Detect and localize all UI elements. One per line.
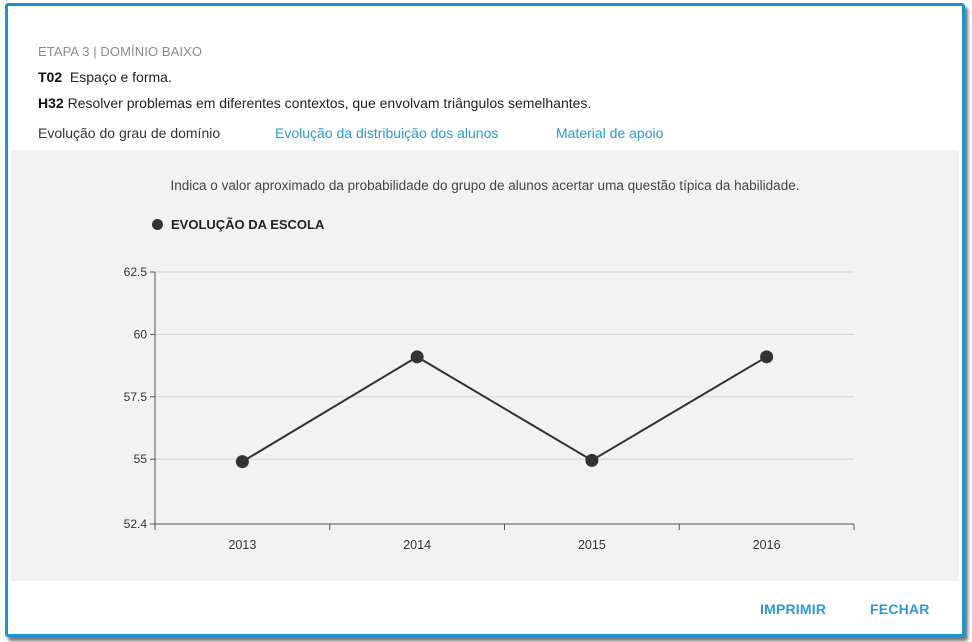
print-button[interactable]: IMPRIMIR <box>760 601 827 617</box>
skill-line: H32 Resolver problemas em diferentes con… <box>38 95 942 111</box>
topic-line: T02 Espaço e forma. <box>38 69 942 85</box>
x-tick-label: 2016 <box>753 538 781 552</box>
skill-text: Resolver problemas em diferentes context… <box>67 95 592 111</box>
y-tick-label: 55 <box>134 452 148 466</box>
legend-label: EVOLUÇÃO DA ESCOLA <box>171 217 325 232</box>
chart-legend: EVOLUÇÃO DA ESCOLA <box>152 217 324 232</box>
tab-evolution-distribution[interactable]: Evolução da distribuição dos alunos <box>275 125 499 141</box>
data-point <box>585 453 599 467</box>
stage-label: ETAPA 3 | DOMÍNIO BAIXO <box>38 44 203 59</box>
legend-marker <box>152 219 163 230</box>
close-button[interactable]: FECHAR <box>870 601 930 617</box>
x-tick-label: 2013 <box>228 538 256 552</box>
series-line <box>241 355 768 463</box>
skill-code: H32 <box>38 95 64 111</box>
y-tick-label: 62.5 <box>124 265 148 279</box>
y-tick-label: 52.4 <box>124 517 148 531</box>
tab-support-material[interactable]: Material de apoio <box>556 125 664 141</box>
dialog-window: ETAPA 3 | DOMÍNIO BAIXO T02 Espaço e for… <box>5 3 965 637</box>
data-point <box>760 350 774 364</box>
data-point <box>410 350 424 364</box>
chart-panel: Indica o valor aproximado da probabilida… <box>11 150 959 581</box>
line-chart: 52.4 55 57.5 60 62.5 2013 2014 2015 2016 <box>124 265 855 552</box>
tab-evolution-mastery[interactable]: Evolução do grau de domínio <box>38 125 221 141</box>
dialog-header: ETAPA 3 | DOMÍNIO BAIXO T02 Espaço e for… <box>38 44 942 111</box>
chart-description: Indica o valor aproximado da probabilida… <box>170 178 800 193</box>
y-tick-label: 57.5 <box>124 390 148 404</box>
topic-code: T02 <box>38 69 63 85</box>
y-tick-label: 60 <box>134 327 148 341</box>
x-tick-label: 2014 <box>403 538 431 552</box>
topic-text: Espaço e forma. <box>69 69 172 85</box>
data-point <box>235 455 249 469</box>
x-tick-label: 2015 <box>578 538 606 552</box>
